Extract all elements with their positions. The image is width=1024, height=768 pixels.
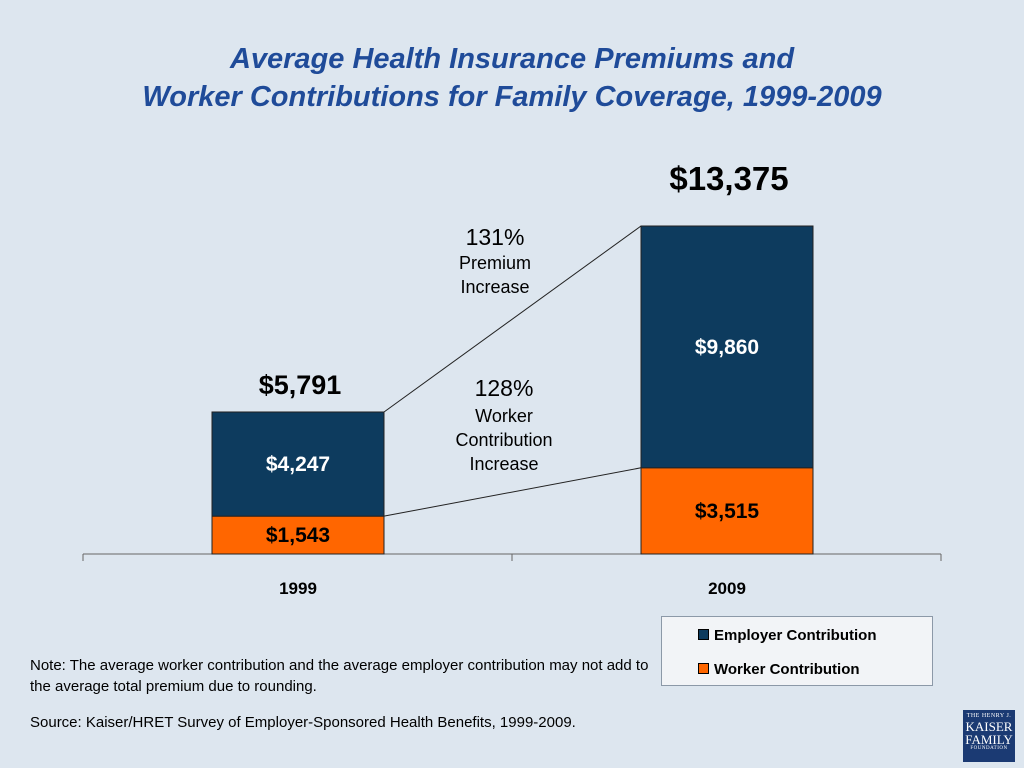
title-line-2: Worker Contributions for Family Coverage… [142,81,882,113]
annotation-worker-line1: Worker [475,406,533,426]
annotation-worker-pct: 128% [475,375,534,401]
connector-premium-line [383,225,642,413]
legend-item-worker: Worker Contribution [698,661,860,678]
bar-employer-1999 [211,411,385,517]
annotation-worker-line3: Increase [469,454,538,474]
total-label-1999: $5,791 [259,370,342,400]
legend-item-employer: Employer Contribution [698,627,877,644]
annotation-premium-pct: 131% [466,224,525,250]
bar-employer-2009 [640,225,814,469]
data-label-worker-1999: $1,543 [266,524,330,547]
legend: Employer Contribution Worker Contributio… [661,616,933,686]
data-label-worker-2009: $3,515 [695,500,760,523]
legend-swatch-employer [698,629,709,640]
annotation-premium-line2: Increase [460,277,529,297]
x-tick-label-1999: 1999 [279,579,317,598]
annotation-worker-line2: Contribution [455,430,552,450]
title-line-1: Average Health Insurance Premiums and [229,43,795,75]
logo-line-4: FOUNDATION [970,746,1008,751]
data-label-employer-2009: $9,860 [695,336,759,359]
logo-line-1: THE HENRY J. [966,713,1012,719]
legend-label-employer: Employer Contribution [714,627,877,644]
x-tick-label-2009: 2009 [708,579,746,598]
kaiser-logo: THE HENRY J. KAISER FAMILY FOUNDATION [963,710,1015,762]
logo-line-3: FAMILY [965,732,1013,747]
chart-title: Average Health Insurance Premiums and Wo… [0,40,1024,116]
logo-line-2: KAISER [965,719,1013,734]
legend-swatch-worker [698,663,709,674]
note-text: Note: The average worker contribution an… [30,657,649,695]
annotation-premium-line1: Premium [459,253,531,273]
connector-worker-line [383,467,642,517]
data-label-employer-1999: $4,247 [266,453,330,476]
legend-label-worker: Worker Contribution [714,661,860,678]
total-label-2009: $13,375 [669,160,788,197]
source-text: Source: Kaiser/HRET Survey of Employer-S… [30,714,576,731]
